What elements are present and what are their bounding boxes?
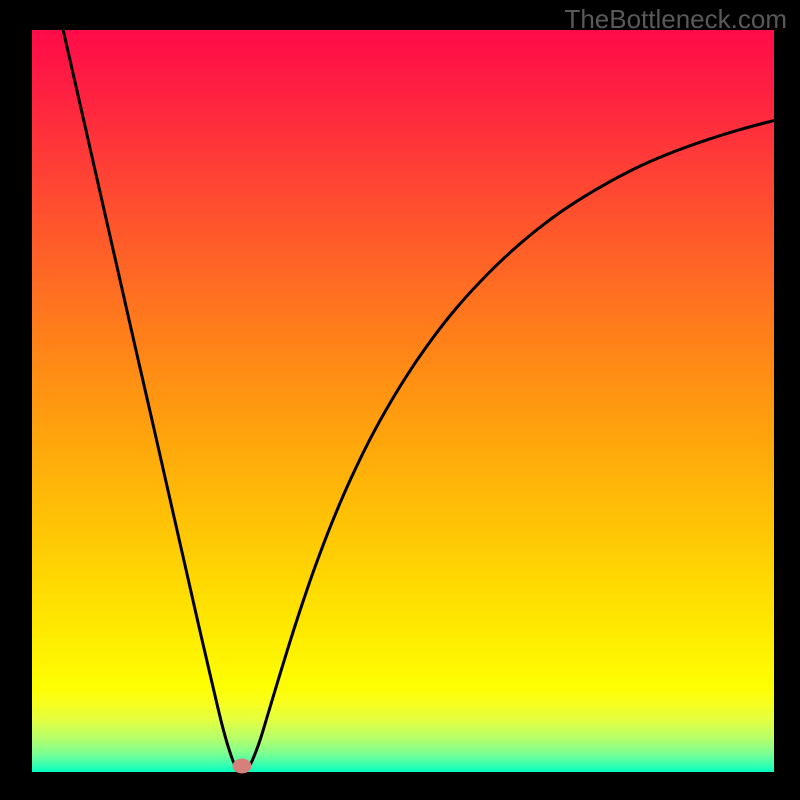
plot-area bbox=[32, 30, 774, 772]
bottleneck-curve bbox=[32, 30, 774, 772]
chart-container: TheBottleneck.com bbox=[0, 0, 800, 800]
watermark-text: TheBottleneck.com bbox=[564, 4, 787, 35]
optimum-marker bbox=[232, 759, 251, 774]
